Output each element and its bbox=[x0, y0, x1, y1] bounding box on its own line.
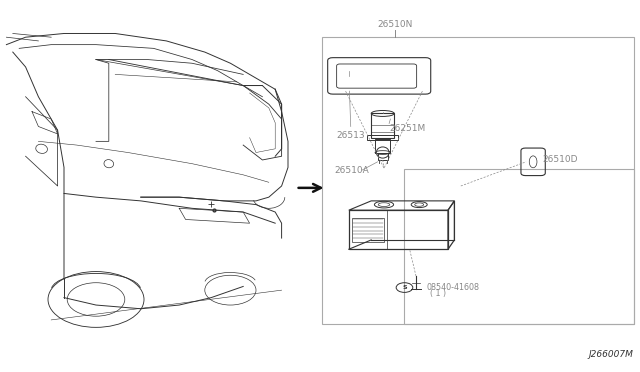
Text: S: S bbox=[402, 285, 407, 290]
Text: 08540-41608: 08540-41608 bbox=[426, 283, 479, 292]
Text: 26510A: 26510A bbox=[334, 166, 369, 174]
Bar bbox=[322, 37, 634, 324]
Text: 26251M: 26251M bbox=[389, 124, 426, 132]
Text: J266007M: J266007M bbox=[589, 350, 634, 359]
Bar bbox=[375, 140, 390, 153]
Bar bbox=[404, 169, 634, 324]
Bar bbox=[371, 113, 394, 138]
Bar bbox=[378, 153, 388, 160]
Text: 26513: 26513 bbox=[336, 131, 365, 140]
Bar bbox=[352, 218, 384, 242]
Text: ( 1 ): ( 1 ) bbox=[430, 289, 446, 298]
Bar bbox=[367, 135, 398, 140]
Text: 26510D: 26510D bbox=[543, 155, 578, 164]
Text: 26510N: 26510N bbox=[377, 20, 413, 29]
